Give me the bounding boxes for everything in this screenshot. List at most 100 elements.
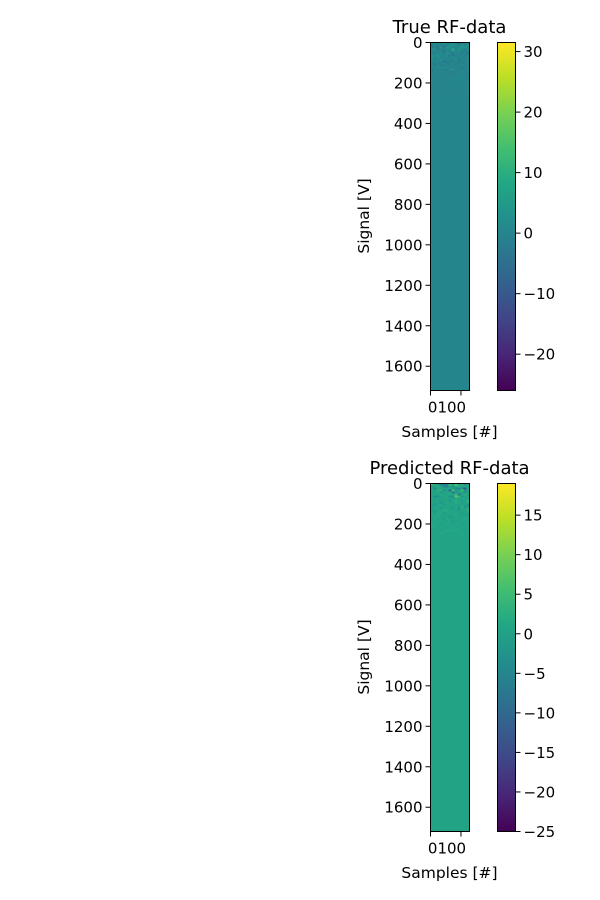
- heatmap-cell: [460, 46, 464, 49]
- heatmap-cell: [463, 68, 467, 71]
- heatmap-cell: [451, 531, 455, 534]
- heatmap-cell: [460, 70, 464, 73]
- heatmap-cell: [445, 90, 449, 93]
- heatmap-cell: [439, 501, 443, 504]
- y-tick-label: 400: [394, 556, 423, 574]
- heatmap-cell: [460, 72, 464, 75]
- y-axis: 0 200 400 600 800 1000 1200 1400 1600: [384, 34, 431, 376]
- plot-frame: [430, 483, 470, 832]
- heatmap-cell: [442, 54, 446, 57]
- heatmap-cell: [445, 533, 449, 536]
- colorbar-tick-label: 10: [524, 164, 543, 182]
- heatmap-cell: [445, 44, 449, 47]
- heatmap-background: [430, 42, 470, 391]
- heatmap-cell: [454, 88, 458, 91]
- y-tick-label: 1400: [384, 317, 422, 335]
- heatmap-cell: [439, 487, 443, 490]
- heatmap-cell: [451, 523, 455, 526]
- y-tick-label: 1200: [384, 718, 422, 736]
- heatmap-cell: [457, 82, 461, 85]
- heatmap-cell: [451, 525, 455, 528]
- heatmap-cell: [433, 72, 437, 75]
- heatmap-cell: [430, 505, 434, 508]
- heatmap-cell: [436, 62, 440, 65]
- heatmap-cell: [454, 489, 458, 492]
- x-axis-label: Samples [#]: [401, 423, 497, 441]
- heatmap-cell: [466, 48, 470, 51]
- heatmap-cell: [436, 513, 440, 516]
- heatmap-cell: [460, 523, 464, 526]
- heatmap-cell: [466, 46, 470, 49]
- heatmap-cell: [454, 52, 458, 55]
- colorbar-tick-label: −15: [524, 744, 556, 762]
- heatmap-cell: [445, 523, 449, 526]
- heatmap-cell: [454, 507, 458, 510]
- heatmap-cell: [451, 88, 455, 91]
- heatmap-cell: [451, 483, 455, 486]
- heatmap-cell: [463, 54, 467, 57]
- colorbar-tick-label: 5: [524, 586, 534, 604]
- heatmap-cell: [466, 501, 470, 504]
- heatmap-cell: [451, 68, 455, 71]
- colorbar-tick-label: 15: [524, 507, 543, 525]
- y-axis-label: Signal [V]: [355, 619, 373, 694]
- heatmap-cell: [442, 92, 446, 95]
- y-tick-label: 600: [394, 596, 423, 614]
- heatmap-cell: [430, 44, 434, 47]
- heatmap-cell: [457, 507, 461, 510]
- heatmap-cell: [442, 80, 446, 83]
- x-axis: 0100: [428, 831, 466, 858]
- heatmap-cell: [460, 519, 464, 522]
- x-axis: 0100: [428, 390, 466, 417]
- heatmap-cell: [454, 48, 458, 51]
- heatmap-cell: [463, 511, 467, 514]
- heatmap-cell: [466, 62, 470, 65]
- heatmap-cell: [454, 86, 458, 89]
- heatmap-cell: [466, 84, 470, 87]
- heatmap-cell: [466, 503, 470, 506]
- y-axis-label: Signal [V]: [355, 178, 373, 253]
- heatmap-cell: [445, 72, 449, 75]
- heatmap-cell: [430, 48, 434, 51]
- colorbar-tick-label: −10: [524, 285, 556, 303]
- heatmap-cell: [442, 76, 446, 79]
- heatmap-cell: [433, 66, 437, 69]
- heatmap-cell: [457, 58, 461, 61]
- colorbar: [497, 483, 516, 832]
- heatmap-cell: [466, 76, 470, 79]
- heatmap-cell: [451, 507, 455, 510]
- heatmap-cell: [454, 529, 458, 532]
- y-tick-label: 0: [413, 475, 423, 493]
- heatmap-cell: [454, 58, 458, 61]
- heatmap-cell: [454, 495, 458, 498]
- heatmap-cell: [430, 527, 434, 530]
- heatmap-cell: [442, 50, 446, 53]
- heatmap-cell: [445, 62, 449, 65]
- heatmap-cell: [445, 60, 449, 63]
- heatmap-cell: [466, 513, 470, 516]
- heatmap-cell: [433, 84, 437, 87]
- y-tick-label: 400: [394, 115, 423, 133]
- heatmap-cell: [433, 513, 437, 516]
- heatmap-cell: [436, 46, 440, 49]
- heatmap-cell: [457, 509, 461, 512]
- heatmap-cell: [460, 90, 464, 93]
- heatmap-cell: [463, 60, 467, 63]
- heatmap-cell: [457, 485, 461, 488]
- heatmap-cell: [445, 527, 449, 530]
- heatmap-cell: [454, 497, 458, 500]
- heatmap-cell: [460, 485, 464, 488]
- heatmap-cell: [460, 62, 464, 65]
- heatmap-cell: [463, 485, 467, 488]
- heatmap-cell: [448, 513, 452, 516]
- heatmap-cell: [436, 489, 440, 492]
- colorbar-tick-label: −20: [524, 346, 556, 364]
- heatmap-cell: [442, 86, 446, 89]
- heatmap-cell: [442, 517, 446, 520]
- heatmap-cell: [430, 58, 434, 61]
- colorbar-tick-label: −5: [524, 665, 546, 683]
- heatmap-cell: [430, 56, 434, 59]
- heatmap-cell: [442, 60, 446, 63]
- heatmap-cell: [433, 92, 437, 95]
- heatmap-cell: [430, 517, 434, 520]
